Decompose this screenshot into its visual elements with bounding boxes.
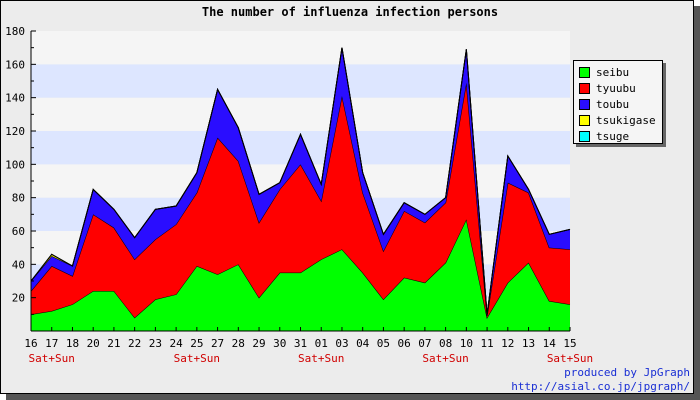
legend-item-seibu: seibu bbox=[579, 64, 657, 80]
y-tick-label: 100 bbox=[5, 158, 25, 171]
x-tick-label: 08 bbox=[439, 337, 452, 350]
x-sublabel-weekend: Sat+Sun bbox=[547, 352, 593, 365]
x-sublabel-weekend: Sat+Sun bbox=[29, 352, 75, 365]
credit-produced-by: produced by JpGraph bbox=[564, 366, 690, 379]
series-line-tsuge bbox=[30, 47, 571, 315]
legend-label: tyuubu bbox=[596, 81, 636, 95]
x-tick-label: 22 bbox=[128, 337, 141, 350]
legend-swatch bbox=[579, 98, 590, 110]
y-tick-label: 140 bbox=[5, 92, 25, 105]
x-sublabel-weekend: Sat+Sun bbox=[422, 352, 468, 365]
series-area-tyuubu bbox=[31, 82, 570, 318]
y-tick-label: 40 bbox=[12, 258, 25, 271]
legend-swatch bbox=[579, 130, 590, 142]
y-tick-label: 60 bbox=[12, 225, 25, 238]
legend-label: seibu bbox=[596, 65, 630, 79]
x-tick-label: 18 bbox=[66, 337, 79, 350]
x-tick-label: 29 bbox=[252, 337, 265, 350]
legend-label: tsuge bbox=[596, 129, 630, 143]
legend-swatch bbox=[579, 82, 590, 94]
x-tick-label: 27 bbox=[211, 337, 224, 350]
x-tick-label: 13 bbox=[522, 337, 535, 350]
x-sublabel-weekend: Sat+Sun bbox=[174, 352, 220, 365]
x-tick-label: 04 bbox=[356, 337, 370, 350]
y-tick-label: 120 bbox=[5, 125, 25, 138]
x-tick-label: 17 bbox=[45, 337, 58, 350]
x-tick-label: 30 bbox=[273, 337, 286, 350]
x-tick-label: 31 bbox=[294, 337, 307, 350]
legend-item-tyuubu: tyuubu bbox=[579, 80, 657, 96]
legend-label: toubu bbox=[596, 97, 630, 111]
chart-legend: seibu tyuubu toubu tsukigase tsuge bbox=[573, 60, 663, 144]
x-tick-label: 14 bbox=[543, 337, 557, 350]
y-tick-label: 160 bbox=[5, 58, 25, 71]
credit-url[interactable]: http://asial.co.jp/jpgraph/ bbox=[511, 380, 690, 393]
x-tick-label: 10 bbox=[460, 337, 473, 350]
x-sublabel-weekend: Sat+Sun bbox=[298, 352, 344, 365]
x-tick-label: 05 bbox=[377, 337, 390, 350]
legend-swatch bbox=[579, 66, 590, 78]
x-tick-label: 24 bbox=[169, 337, 183, 350]
plot-band bbox=[31, 64, 570, 98]
series-area-seibu bbox=[31, 219, 570, 331]
plot-band bbox=[31, 31, 570, 65]
legend-swatch bbox=[579, 114, 590, 126]
x-tick-label: 06 bbox=[398, 337, 411, 350]
y-tick-label: 80 bbox=[12, 192, 25, 205]
x-tick-label: 12 bbox=[501, 337, 514, 350]
x-tick-label: 15 bbox=[563, 337, 576, 350]
x-tick-label: 23 bbox=[149, 337, 162, 350]
legend-item-tsuge: tsuge bbox=[579, 128, 657, 144]
chart-title: The number of influenza infection person… bbox=[202, 5, 498, 19]
frame-shadow-right bbox=[694, 6, 700, 400]
x-tick-label: 16 bbox=[24, 337, 37, 350]
x-tick-label: 28 bbox=[232, 337, 245, 350]
frame-shadow-bottom bbox=[6, 394, 700, 400]
legend-label: tsukigase bbox=[596, 113, 656, 127]
legend-item-tsukigase: tsukigase bbox=[579, 112, 657, 128]
legend-item-toubu: toubu bbox=[579, 96, 657, 112]
y-tick-label: 20 bbox=[12, 292, 25, 305]
x-tick-label: 25 bbox=[190, 337, 203, 350]
x-tick-label: 21 bbox=[107, 337, 120, 350]
x-tick-label: 20 bbox=[87, 337, 100, 350]
y-tick-label: 180 bbox=[5, 25, 25, 38]
x-tick-label: 11 bbox=[480, 337, 493, 350]
x-tick-label: 01 bbox=[315, 337, 328, 350]
plot-band bbox=[31, 97, 570, 131]
x-tick-label: 03 bbox=[335, 337, 348, 350]
x-tick-label: 07 bbox=[418, 337, 431, 350]
